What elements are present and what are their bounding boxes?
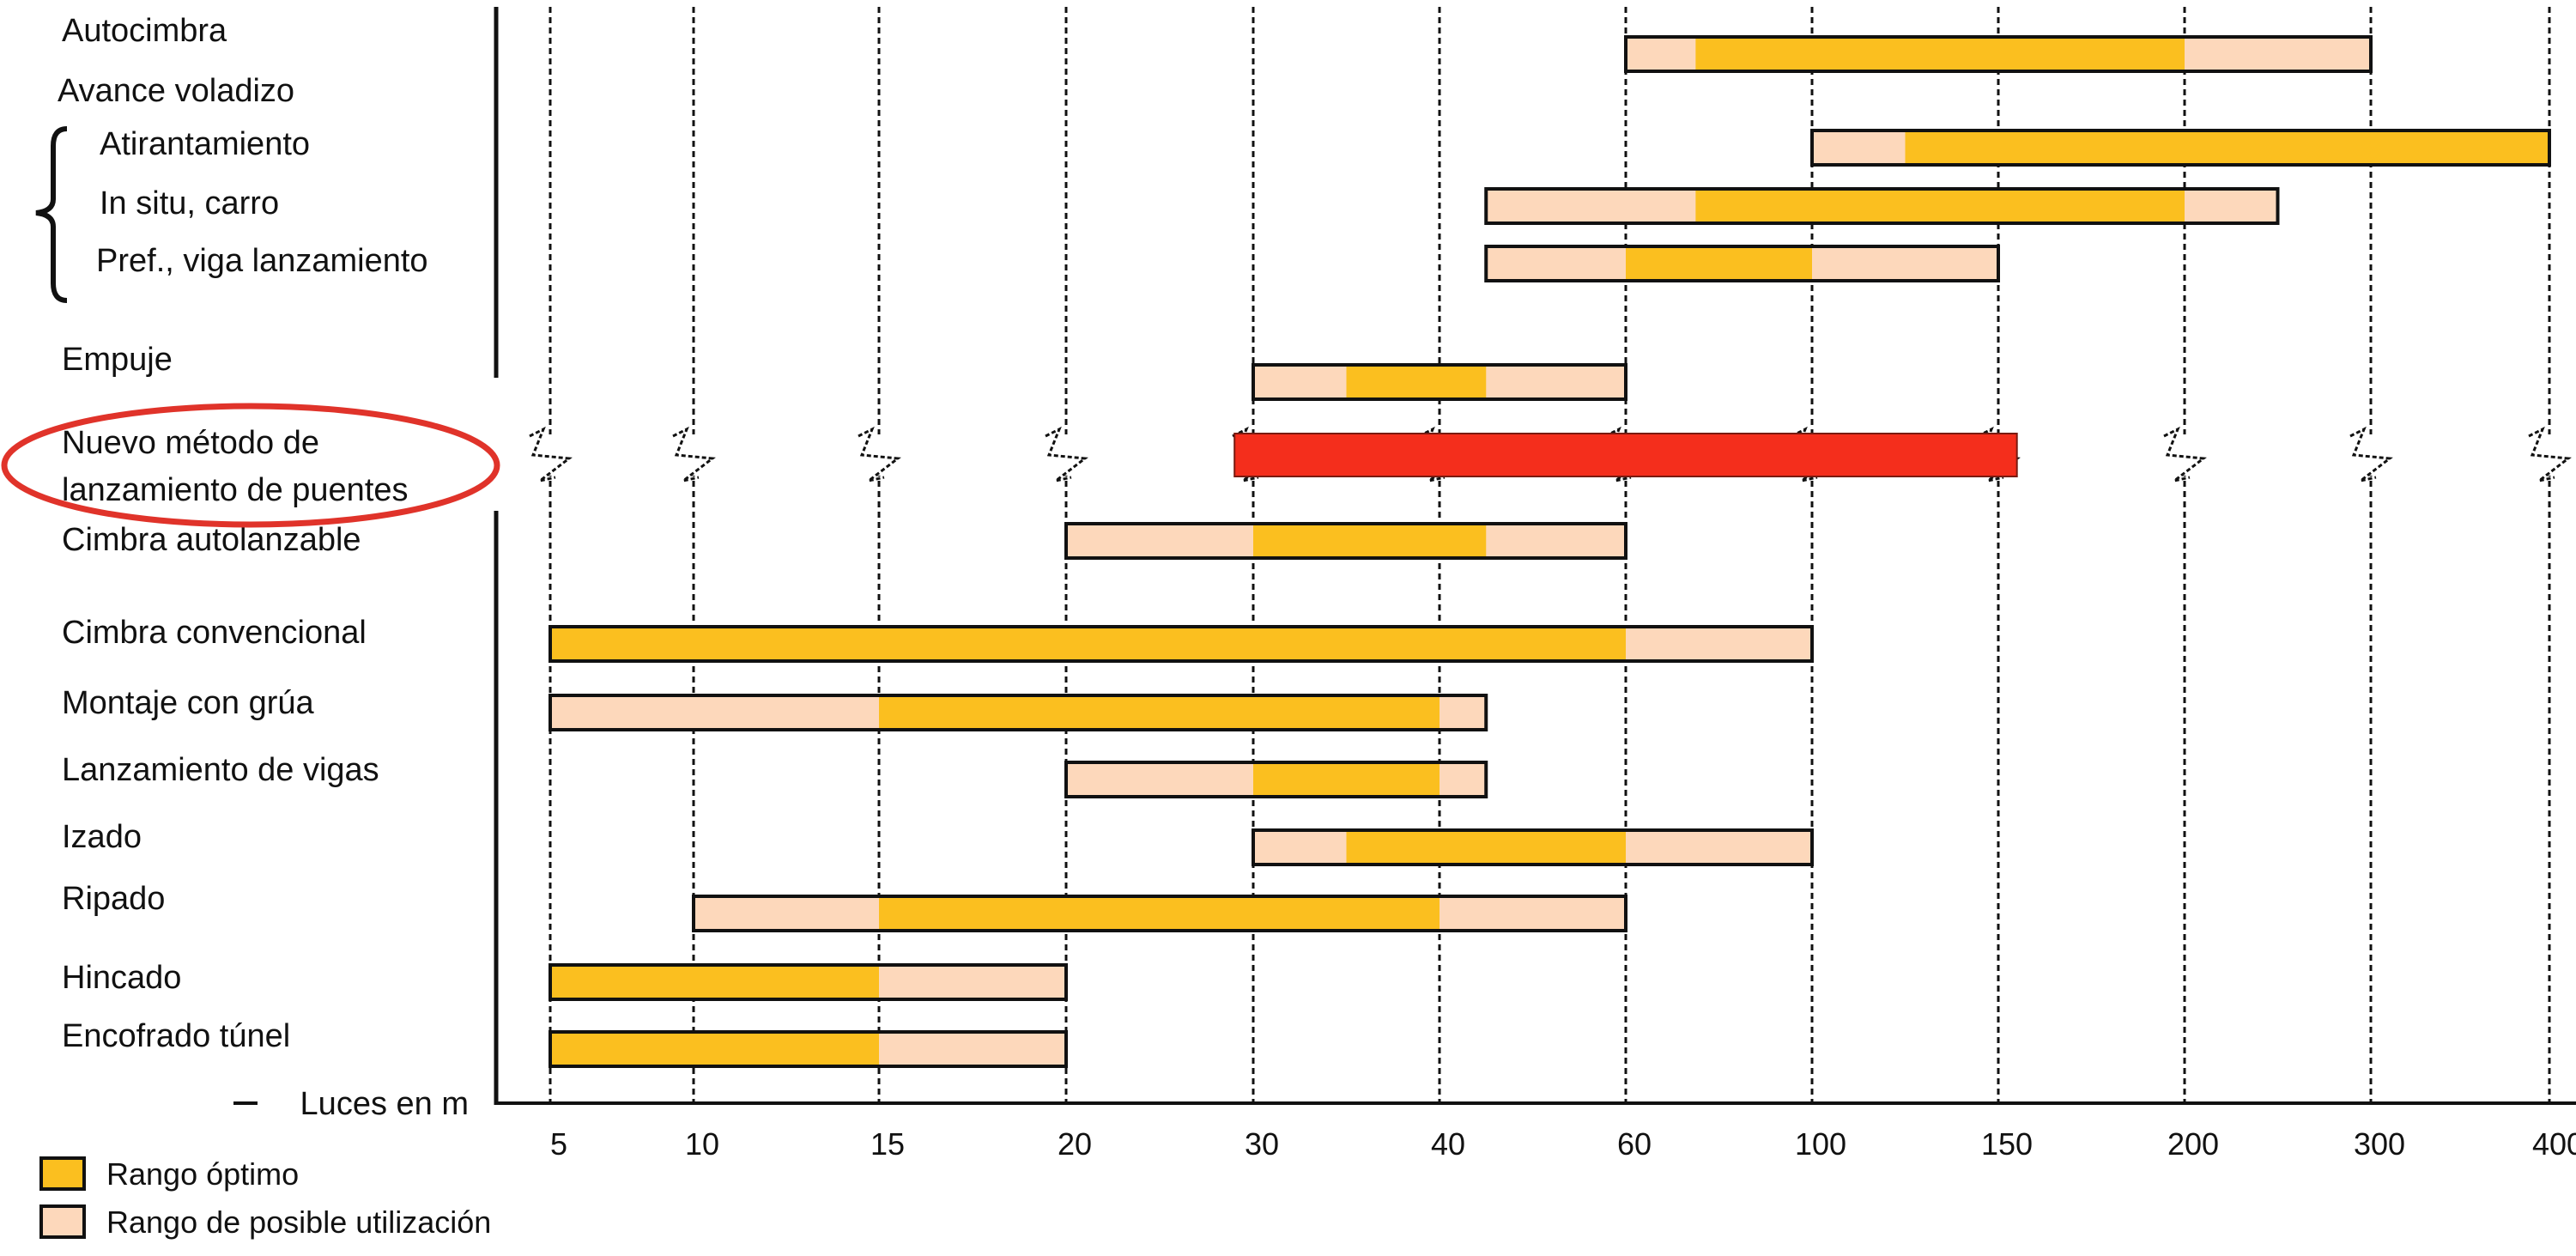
- row-label: Lanzamiento de vigas: [62, 752, 379, 788]
- row-label: Ripado: [62, 881, 165, 917]
- x-tick-label: 200: [2167, 1126, 2219, 1162]
- highlight-bar: [1233, 433, 2018, 477]
- bar-optimal-range: [550, 965, 879, 999]
- x-tick-label: 15: [870, 1126, 905, 1162]
- axis-break-mark: [1977, 426, 2021, 482]
- axis-break-mark: [1791, 426, 1834, 482]
- row-label: Empuje: [62, 342, 173, 378]
- axis-break-mark: [1604, 426, 1648, 482]
- bar-optimal-range: [879, 695, 1440, 730]
- row-label: Montaje con grúa: [62, 685, 314, 721]
- row-label: Izado: [62, 819, 142, 855]
- row-label: Nuevo método de: [62, 425, 319, 461]
- row-label: lanzamiento de puentes: [62, 472, 409, 508]
- bar-outline: [1624, 35, 2373, 73]
- x-tick-label: 300: [2354, 1126, 2405, 1162]
- bar-optimal-range: [550, 1032, 879, 1066]
- bar-optimal-range: [1626, 246, 1812, 281]
- x-tick-label: 100: [1795, 1126, 1846, 1162]
- axis-break-mark: [2528, 426, 2572, 482]
- bar-outline: [1810, 129, 2551, 167]
- bar-outline: [1252, 828, 1814, 866]
- legend-swatch: [39, 1204, 86, 1239]
- bar-outline: [549, 694, 1488, 731]
- bar-outline: [1252, 363, 1627, 401]
- row-label: Atirantamiento: [100, 126, 310, 162]
- bar-outline: [549, 963, 1068, 1001]
- bar-outline: [549, 1030, 1068, 1068]
- x-tick-label: 20: [1058, 1126, 1092, 1162]
- bar-outline: [1484, 245, 2000, 282]
- axis-break-mark: [2349, 426, 2393, 482]
- row-label: Cimbra autolanzable: [62, 522, 361, 558]
- axis-break-mark: [672, 426, 716, 482]
- axis-break-mark: [529, 426, 573, 482]
- row-label: In situ, carro: [100, 185, 279, 221]
- axis-break-mark: [2163, 426, 2207, 482]
- axis-break-mark: [858, 426, 901, 482]
- bar-outline: [692, 895, 1627, 932]
- axis-break-mark: [1418, 426, 1462, 482]
- row-label: Pref., viga lanzamiento: [96, 243, 428, 279]
- highlight-ellipse: [1, 403, 500, 528]
- bar-optimal-range: [550, 627, 1626, 661]
- axis-break-mark: [1045, 426, 1088, 482]
- bar-outline: [1064, 522, 1627, 560]
- bar-optimal-range: [1253, 524, 1487, 558]
- bar-outline: [549, 625, 1814, 663]
- bar-optimal-range: [1695, 37, 2185, 71]
- x-tick-label: 10: [685, 1126, 719, 1162]
- x-tick-label: 60: [1617, 1126, 1652, 1162]
- bar-optimal-range: [1346, 365, 1487, 399]
- legend-label: Rango óptimo: [106, 1156, 299, 1192]
- axis-break-mark: [1232, 426, 1276, 482]
- bar-optimal-range: [1905, 130, 2549, 165]
- legend-swatch: [39, 1156, 86, 1191]
- group-brace: [35, 126, 68, 303]
- x-tick-label: 5: [550, 1126, 567, 1162]
- bar-outline: [1064, 761, 1488, 798]
- bar-optimal-range: [1346, 830, 1626, 865]
- x-tick-label: 30: [1245, 1126, 1279, 1162]
- x-tick-label: 400: [2532, 1126, 2576, 1162]
- x-axis-title: Luces en m: [300, 1086, 469, 1122]
- bar-optimal-range: [1253, 762, 1440, 797]
- bar-outline: [1484, 187, 2280, 225]
- bar-optimal-range: [879, 896, 1440, 931]
- x-tick-label: 40: [1431, 1126, 1465, 1162]
- row-label: Cimbra convencional: [62, 615, 367, 651]
- group-label: Avance voladizo: [58, 73, 294, 109]
- row-label: Autocimbra: [62, 13, 227, 49]
- row-label: Encofrado túnel: [62, 1018, 290, 1054]
- row-label: Hincado: [62, 960, 181, 996]
- bar-optimal-range: [1695, 189, 2185, 223]
- legend-label: Rango de posible utilización: [106, 1204, 491, 1240]
- x-tick-label: 150: [1981, 1126, 2033, 1162]
